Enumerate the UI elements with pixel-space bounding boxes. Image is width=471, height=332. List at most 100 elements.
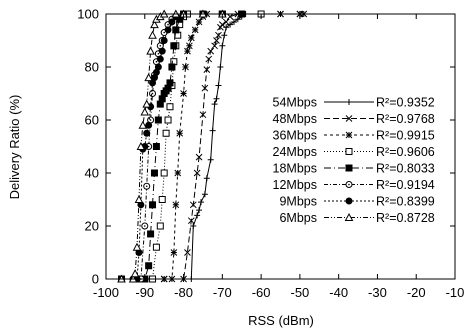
data-point-48Mbps-15 bbox=[213, 37, 220, 44]
legend-marker-24Mbps bbox=[345, 148, 353, 155]
data-point-54Mbps-14 bbox=[213, 95, 220, 102]
data-point-6Mbps-2 bbox=[130, 269, 140, 278]
legend-entry-36Mbps: 36Mbps R²=0.9915 bbox=[273, 129, 435, 143]
series-line-48Mbps bbox=[121, 13, 304, 280]
data-point-54Mbps-17 bbox=[219, 42, 226, 49]
data-point-36Mbps-5 bbox=[172, 201, 180, 209]
data-point-18Mbps-6 bbox=[150, 169, 158, 177]
legend-marker-48Mbps bbox=[345, 115, 353, 122]
data-point-36Mbps-12 bbox=[187, 34, 195, 42]
legend-label-12Mbps: 12Mbps bbox=[273, 178, 317, 192]
legend-r2-24Mbps: R²=0.9606 bbox=[376, 145, 435, 159]
x-axis-title: RSS (dBm) bbox=[248, 313, 314, 328]
data-point-6Mbps-6 bbox=[138, 120, 148, 129]
data-point-6Mbps-8 bbox=[142, 99, 152, 108]
data-point-48Mbps-19 bbox=[222, 18, 230, 26]
legend-label-18Mbps: 18Mbps bbox=[273, 162, 317, 176]
legend-entry-9Mbps: 9Mbps R²=0.8399 bbox=[279, 195, 434, 209]
legend-label-48Mbps: 48Mbps bbox=[273, 112, 317, 126]
data-point-54Mbps-10 bbox=[203, 175, 210, 182]
data-point-36Mbps-14 bbox=[195, 18, 203, 26]
y-tick-label-80: 80 bbox=[85, 60, 99, 75]
data-point-54Mbps-8 bbox=[198, 199, 205, 206]
data-point-24Mbps-9 bbox=[166, 103, 174, 111]
x-tick-label--70: -70 bbox=[213, 285, 232, 300]
data-point-36Mbps-11 bbox=[186, 42, 193, 50]
data-point-36Mbps-4 bbox=[170, 249, 178, 256]
data-point-48Mbps-10 bbox=[201, 84, 209, 92]
legend-label-24Mbps: 24Mbps bbox=[273, 145, 317, 159]
legend-marker-36Mbps bbox=[345, 131, 353, 139]
series-6Mbps bbox=[117, 9, 227, 283]
data-point-48Mbps-6 bbox=[189, 201, 197, 209]
data-point-24Mbps-7 bbox=[162, 129, 170, 137]
data-point-18Mbps-7 bbox=[152, 143, 160, 150]
data-point-48Mbps-4 bbox=[184, 249, 191, 256]
legend-r2-18Mbps: R²=0.8033 bbox=[376, 162, 435, 176]
data-point-48Mbps-9 bbox=[199, 111, 207, 119]
data-point-54Mbps-9 bbox=[201, 191, 208, 198]
data-point-48Mbps-20 bbox=[226, 13, 234, 21]
data-point-54Mbps-13 bbox=[211, 101, 218, 108]
data-point-18Mbps-16 bbox=[170, 42, 178, 50]
x-tick-label--20: -20 bbox=[407, 285, 426, 300]
data-point-48Mbps-13 bbox=[207, 47, 215, 55]
legend-marker-6Mbps bbox=[344, 212, 354, 221]
legend-entry-12Mbps: 12Mbps R²=0.9194 bbox=[273, 178, 435, 192]
legend-marker-12Mbps bbox=[345, 181, 353, 188]
data-point-9Mbps-17 bbox=[164, 26, 172, 34]
x-tick-label--100: -100 bbox=[93, 285, 119, 300]
data-point-24Mbps-4 bbox=[156, 222, 164, 230]
data-point-18Mbps-4 bbox=[147, 230, 155, 238]
data-point-48Mbps-5 bbox=[187, 217, 195, 225]
data-point-54Mbps-18 bbox=[221, 32, 228, 39]
legend-label-54Mbps: 54Mbps bbox=[273, 96, 317, 110]
data-point-54Mbps-16 bbox=[217, 64, 224, 70]
data-point-12Mbps-3 bbox=[141, 222, 149, 230]
x-tick-label--60: -60 bbox=[252, 285, 271, 300]
plot-frame bbox=[105, 13, 456, 280]
y-tick-label-20: 20 bbox=[85, 219, 99, 234]
data-point-18Mbps-17 bbox=[172, 26, 180, 34]
data-point-36Mbps-13 bbox=[191, 26, 199, 34]
data-point-6Mbps-12 bbox=[150, 20, 159, 29]
data-point-54Mbps-19 bbox=[223, 24, 230, 31]
legend-entry-48Mbps: 48Mbps R²=0.9768 bbox=[273, 112, 435, 126]
data-point-54Mbps-7 bbox=[196, 207, 203, 214]
data-point-48Mbps-14 bbox=[211, 42, 218, 50]
legend-marker-18Mbps bbox=[345, 164, 353, 172]
legend-entry-54Mbps: 54Mbps R²=0.9352 bbox=[273, 96, 435, 110]
data-point-18Mbps-5 bbox=[149, 201, 157, 209]
data-point-36Mbps-9 bbox=[182, 63, 189, 71]
y-axis-title: Delivery Ratio (%) bbox=[7, 95, 22, 200]
data-point-36Mbps-7 bbox=[176, 129, 184, 137]
y-tick-label-100: 100 bbox=[77, 7, 99, 22]
data-point-12Mbps-7 bbox=[149, 90, 157, 97]
data-point-6Mbps-10 bbox=[146, 46, 155, 55]
data-point-54Mbps-5 bbox=[190, 223, 197, 229]
data-point-54Mbps-11 bbox=[207, 156, 214, 163]
data-point-36Mbps-10 bbox=[184, 47, 191, 55]
data-point-9Mbps-7 bbox=[143, 129, 151, 137]
data-point-9Mbps-14 bbox=[156, 55, 164, 63]
data-point-48Mbps-16 bbox=[215, 31, 222, 39]
legend-r2-6Mbps: R²=0.8728 bbox=[376, 211, 435, 225]
data-point-6Mbps-3 bbox=[132, 242, 142, 251]
data-point-54Mbps-6 bbox=[194, 212, 201, 219]
data-point-24Mbps-3 bbox=[152, 243, 160, 251]
legend-r2-48Mbps: R²=0.9768 bbox=[376, 112, 435, 126]
data-point-9Mbps-13 bbox=[154, 63, 162, 71]
data-point-6Mbps-4 bbox=[134, 194, 144, 203]
data-point-48Mbps-11 bbox=[203, 66, 211, 74]
data-point-54Mbps-15 bbox=[215, 82, 222, 89]
data-point-48Mbps-18 bbox=[218, 21, 226, 28]
legend-r2-9Mbps: R²=0.8399 bbox=[376, 195, 435, 209]
data-point-36Mbps-6 bbox=[174, 169, 182, 177]
legend-label-36Mbps: 36Mbps bbox=[273, 129, 317, 143]
data-point-48Mbps-12 bbox=[205, 55, 213, 63]
data-point-9Mbps-15 bbox=[158, 47, 166, 55]
data-point-54Mbps-20 bbox=[227, 21, 234, 28]
data-point-6Mbps-11 bbox=[148, 30, 157, 39]
series-line-6Mbps bbox=[121, 13, 223, 280]
